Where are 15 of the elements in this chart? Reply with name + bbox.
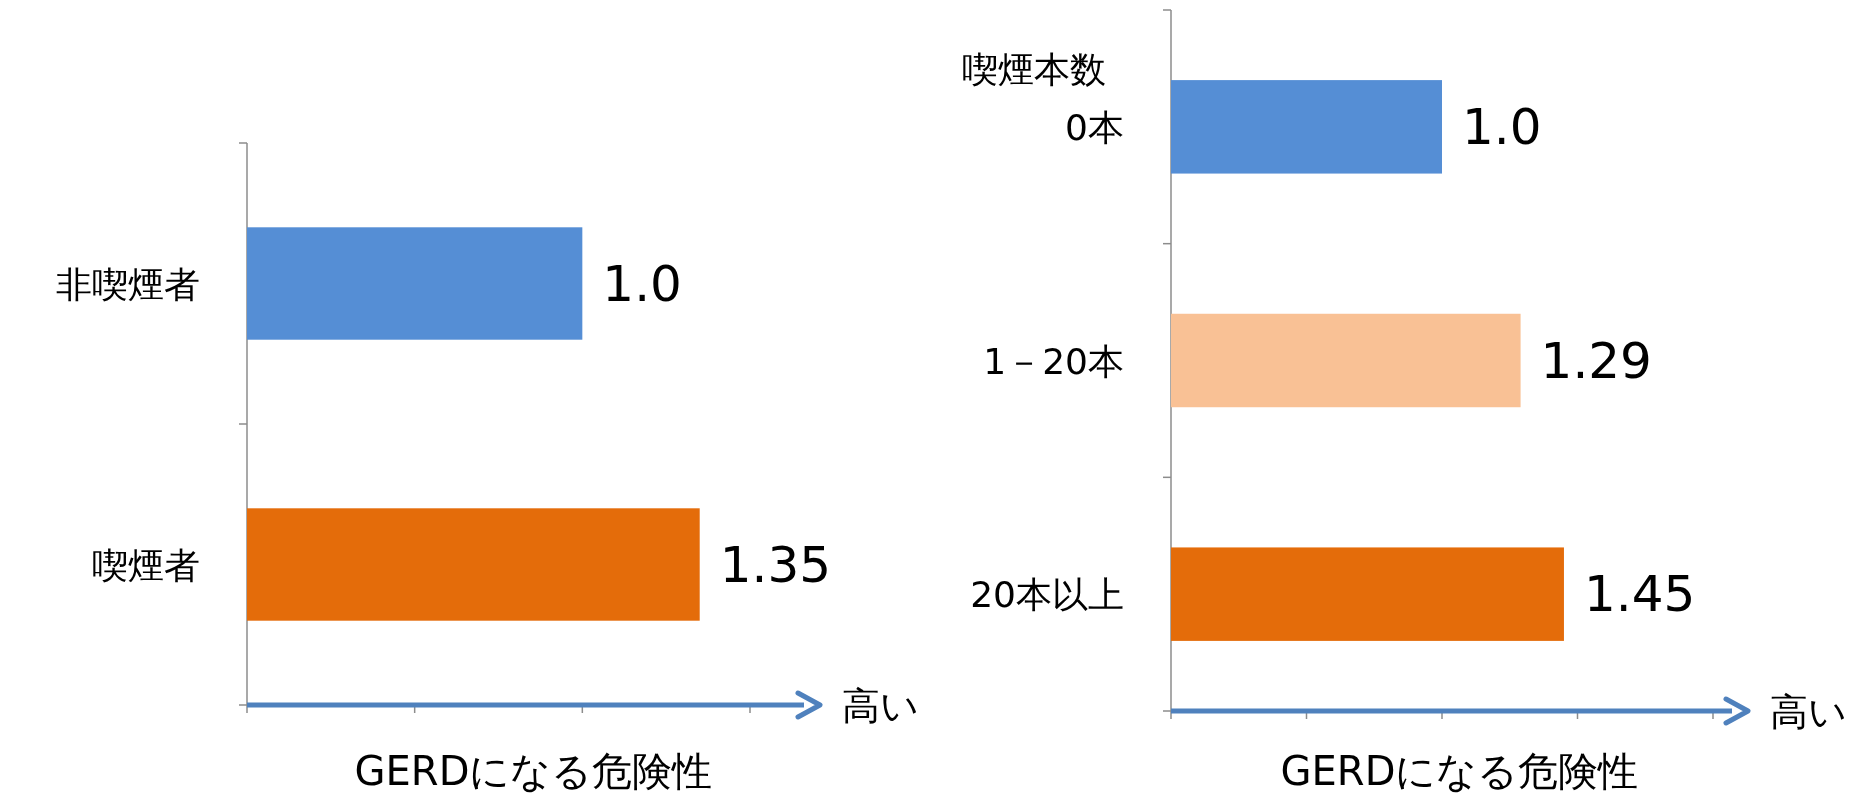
y-tick-label: 0本	[1065, 106, 1124, 148]
x-axis-title: GERDになる危険性	[354, 748, 713, 794]
x-axis-title: GERDになる危険性	[1280, 748, 1639, 794]
y-axis-title: 喫煙本数	[962, 49, 1106, 90]
y-tick-label: 1－20本	[983, 340, 1124, 382]
data-label: 1.29	[1540, 331, 1652, 390]
data-label: 1.45	[1583, 565, 1696, 624]
data-label: 1.0	[602, 254, 682, 313]
y-tick-label: 喫煙者	[92, 544, 200, 586]
y-tick-label: 非喫煙者	[56, 263, 200, 305]
data-label: 1.0	[1462, 97, 1542, 156]
data-label: 1.35	[719, 535, 832, 594]
text: 高い	[1770, 690, 1847, 734]
text: 高い	[842, 684, 919, 728]
y-tick-label: 20本以上	[970, 574, 1124, 616]
